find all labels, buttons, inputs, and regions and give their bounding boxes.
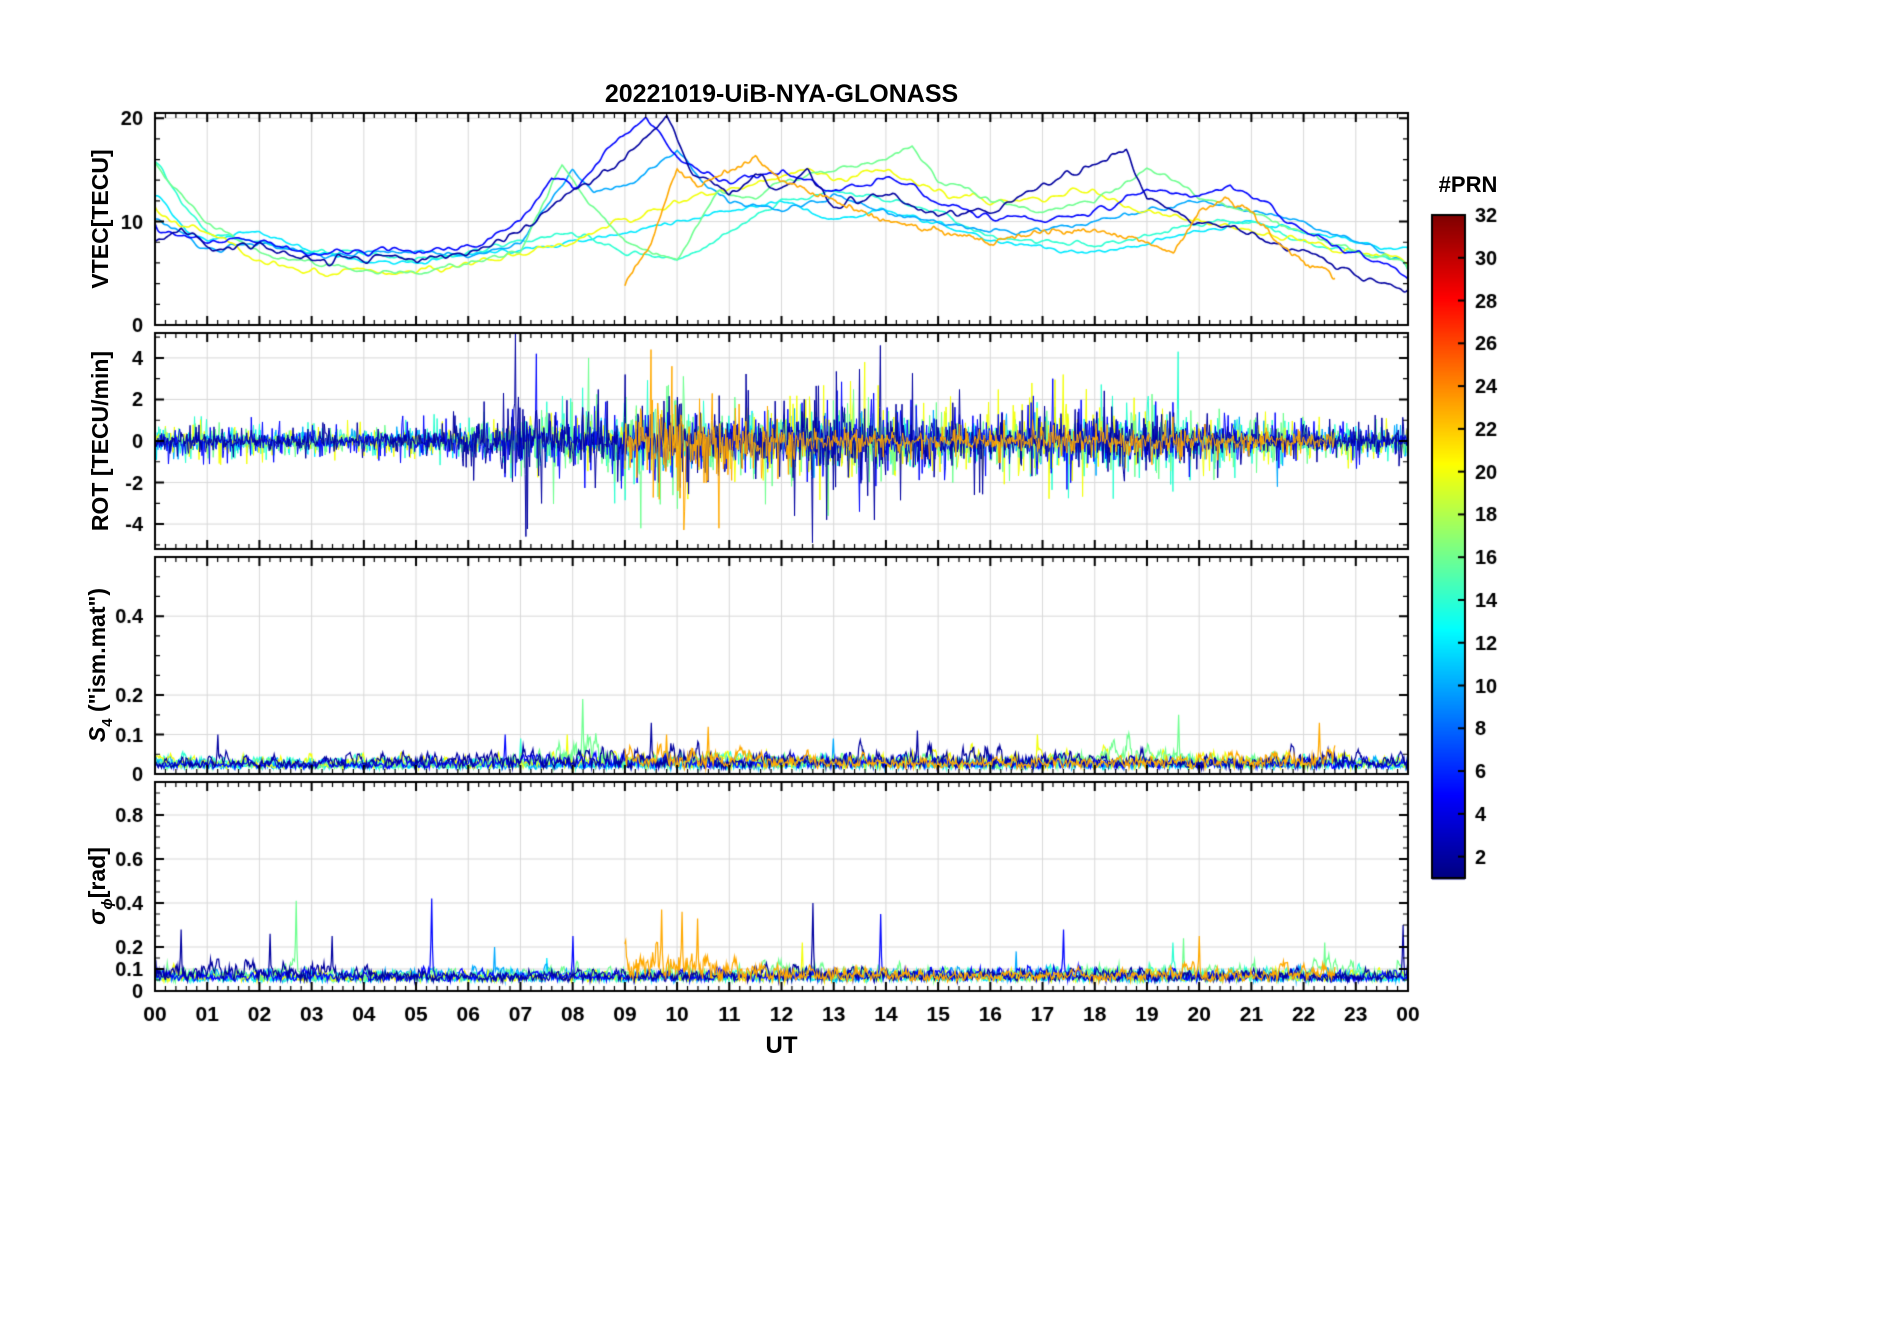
x-axis-label: UT bbox=[765, 1032, 798, 1059]
ylabel-sigma-phi: σϕ[rad] bbox=[80, 716, 116, 1056]
chart-title: 20221019-UiB-NYA-GLONASS bbox=[604, 80, 959, 108]
ylabel-sigma-subscript: ϕ bbox=[99, 898, 116, 910]
colorbar-label: #PRN bbox=[1438, 172, 1498, 197]
ylabel-s4-unit: ("ism.mat") bbox=[84, 587, 110, 719]
ylabel-vtec-text: VTEC[TECU] bbox=[87, 149, 113, 289]
ylabel-sigma-symbol: σ bbox=[84, 909, 110, 925]
ylabel-sigma-unit: [rad] bbox=[84, 847, 110, 899]
